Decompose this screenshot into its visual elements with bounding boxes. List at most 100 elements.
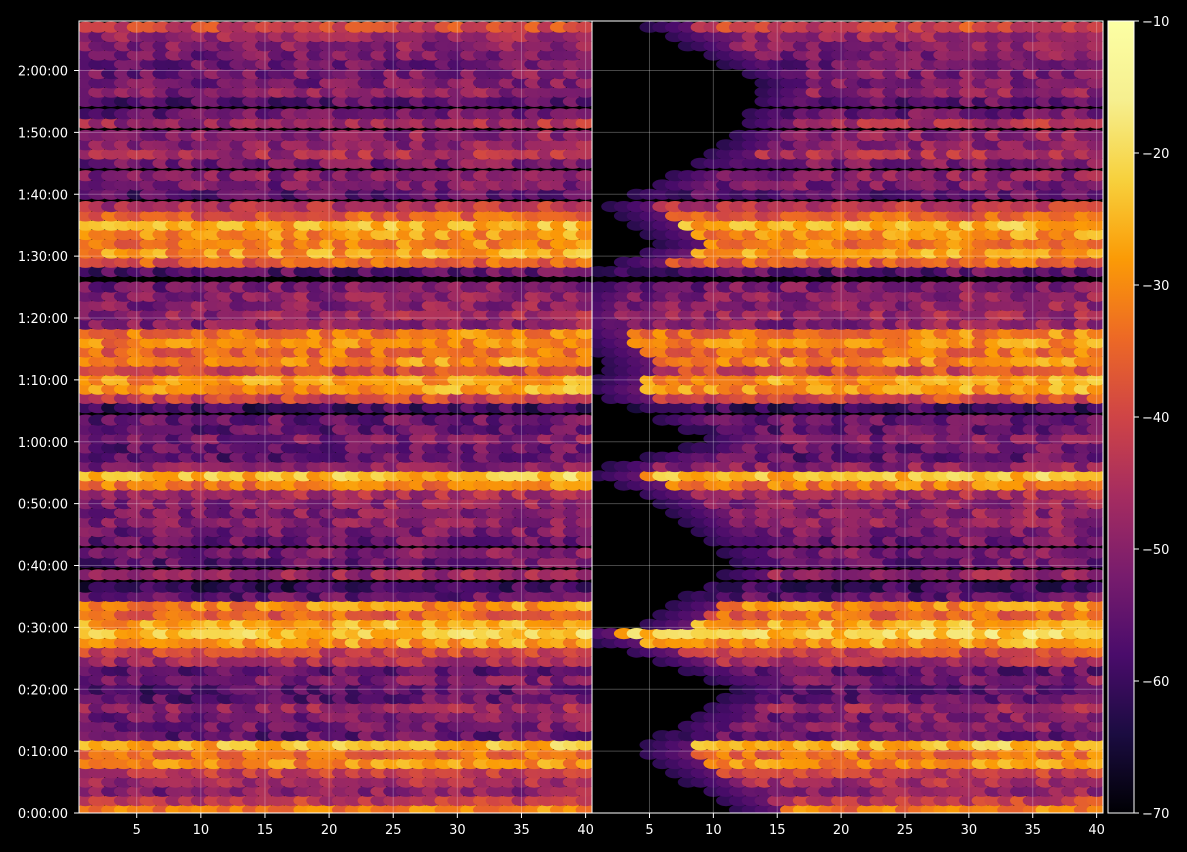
heatmap-cell (1086, 383, 1103, 395)
heatmap-cell (575, 383, 592, 395)
heatmap-cell (1086, 795, 1103, 807)
heatmap-cell (575, 318, 592, 330)
heatmap-cell (1086, 674, 1103, 686)
heatmap-cell (1086, 460, 1103, 473)
heatmap-cell (575, 201, 592, 213)
heatmap-cell (575, 402, 592, 414)
heatmap-cell (575, 569, 592, 581)
heatmap-cell (1086, 665, 1103, 677)
heatmap-cell (1086, 556, 1103, 568)
heatmap-cell (1086, 581, 1103, 593)
heatmap-cell (575, 129, 592, 142)
heatmap-cell (575, 646, 592, 658)
heatmap-cell (575, 804, 592, 813)
heatmap-cell (575, 86, 592, 98)
heatmap-cell (575, 139, 592, 151)
heatmap-cell (575, 600, 592, 612)
heatmap-cell (1086, 569, 1103, 581)
heatmap-cell (575, 590, 592, 602)
heatmap-cell (575, 247, 592, 259)
heatmap-cell (575, 157, 592, 169)
heatmap-cell (1086, 711, 1103, 723)
heatmap-cell (1086, 479, 1103, 491)
heatmap-cell (575, 757, 592, 770)
heatmap-cell (575, 767, 592, 779)
heatmap-cell (1086, 402, 1103, 414)
heatmap-cell (575, 58, 592, 70)
heatmap-cell (1086, 785, 1103, 797)
heatmap-cell (575, 179, 592, 191)
heatmap-cell (1086, 618, 1103, 630)
heatmap-cell (575, 507, 592, 519)
heatmap-cell (1086, 346, 1103, 358)
heatmap-cell (1086, 730, 1103, 742)
heatmap-cell (1086, 646, 1103, 658)
heatmap-cell (575, 433, 592, 445)
heatmap-cell (575, 40, 592, 52)
heatmap-cell (575, 637, 592, 649)
heatmap-cell (575, 795, 592, 807)
heatmap-cell (575, 355, 592, 367)
heatmap-cell (1086, 683, 1103, 695)
heatmap-cell (575, 256, 592, 268)
heatmap-cell (1086, 609, 1103, 621)
heatmap-cell (1086, 414, 1103, 426)
heatmap-cell (575, 655, 592, 667)
heatmap-cell (575, 748, 592, 760)
heatmap-cell (575, 346, 592, 358)
heatmap-cell (1086, 600, 1103, 612)
heatmap-cell (1086, 804, 1103, 813)
heatmap-cell (575, 148, 592, 160)
heatmap-cell (1086, 516, 1103, 528)
heatmap-cell (1086, 739, 1103, 751)
heatmap-cell (575, 117, 592, 129)
heatmap-cell (575, 683, 592, 695)
heatmap-cell (575, 739, 592, 751)
heatmap-cell (575, 30, 592, 43)
heatmap-cell (575, 618, 592, 630)
heatmap-cell (575, 516, 592, 528)
heatmap-cell (575, 300, 592, 312)
heatmap-cell (1086, 451, 1103, 463)
heatmap-cell (575, 77, 592, 89)
heatmap-cell (1086, 720, 1103, 732)
heatmap-cell (575, 460, 592, 473)
heatmap-cell (575, 451, 592, 463)
heatmap-cell (575, 392, 592, 404)
heatmap-cell (575, 68, 592, 80)
heatmap-cell (1086, 498, 1103, 510)
heatmap-cell (575, 337, 592, 349)
heatmap-cell (575, 374, 592, 386)
heatmap-cell (575, 674, 592, 686)
heatmap-cell (1086, 525, 1103, 538)
heatmap-cell (575, 470, 592, 482)
heatmap-cell (575, 525, 592, 538)
heatmap-cell (575, 692, 592, 705)
heatmap-cell (575, 720, 592, 732)
heatmap-cell (1086, 702, 1103, 714)
heatmap-cell (575, 188, 592, 200)
heatmap-cell (575, 49, 592, 61)
heatmap-cell (1086, 628, 1103, 640)
heatmap-cell (575, 785, 592, 797)
heatmap-cell (575, 266, 592, 278)
heatmap-cell (575, 556, 592, 568)
heatmap-cell (1086, 365, 1103, 377)
heatmap-cell (575, 479, 592, 491)
heatmap-cell (575, 210, 592, 222)
heatmap-cell (575, 776, 592, 788)
heatmap-cell (575, 581, 592, 593)
heatmap-cell (1086, 757, 1103, 770)
heatmap-cell (575, 609, 592, 621)
heatmap-cell (575, 365, 592, 377)
heatmap-cell (575, 730, 592, 742)
heatmap-cell (575, 21, 592, 33)
heatmap-cell (1086, 433, 1103, 445)
right-panel (592, 21, 1103, 813)
heatmap-cell (575, 290, 592, 302)
heatmap-cell (575, 711, 592, 723)
heatmap-cell (1086, 423, 1103, 435)
heatmap-cell (1086, 392, 1103, 404)
heatmap-cell (575, 665, 592, 677)
